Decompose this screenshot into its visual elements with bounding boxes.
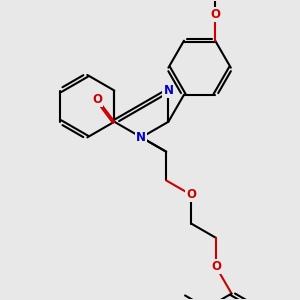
Text: N: N [136,131,146,144]
Text: O: O [210,8,220,21]
Text: O: O [92,93,103,106]
Text: N: N [164,84,173,97]
Text: O: O [186,188,196,201]
Text: O: O [211,260,221,273]
